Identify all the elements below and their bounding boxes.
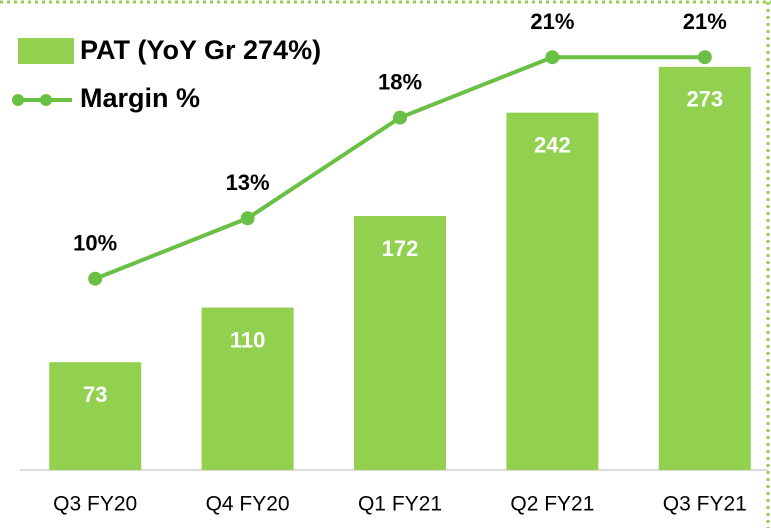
- line-marker: [88, 271, 103, 286]
- legend-marker: [40, 94, 52, 106]
- line-marker: [393, 110, 407, 125]
- bar-value-label: 73: [83, 382, 107, 407]
- line-value-label: 18%: [378, 69, 422, 94]
- bar: [506, 112, 599, 470]
- line-value-label: 10%: [73, 231, 117, 256]
- bar-value-label: 273: [686, 87, 723, 112]
- bar: [658, 66, 751, 471]
- bar-value-label: 172: [382, 236, 419, 261]
- x-tick-label: Q2 FY21: [510, 493, 594, 516]
- line-marker: [240, 211, 255, 226]
- line-value-label: 13%: [226, 170, 270, 195]
- line-value-label: 21%: [530, 9, 574, 34]
- bar-value-label: 242: [534, 132, 571, 157]
- bar-value-label: 110: [230, 327, 266, 352]
- legend-marker: [12, 94, 24, 106]
- x-tick-label: Q1 FY21: [358, 493, 442, 516]
- x-tick-label: Q4 FY20: [206, 493, 290, 516]
- legend-label: Margin %: [80, 83, 200, 113]
- bar: [49, 362, 142, 470]
- x-tick-label: Q3 FY20: [53, 493, 137, 516]
- line-value-label: 21%: [683, 9, 727, 34]
- x-tick-label: Q3 FY21: [663, 493, 747, 516]
- line-marker: [545, 50, 560, 65]
- legend-label: PAT (YoY Gr 274%): [80, 35, 321, 65]
- bar: [354, 216, 446, 470]
- legend-swatch: [18, 38, 74, 64]
- line-marker: [697, 50, 712, 65]
- bar: [201, 307, 294, 470]
